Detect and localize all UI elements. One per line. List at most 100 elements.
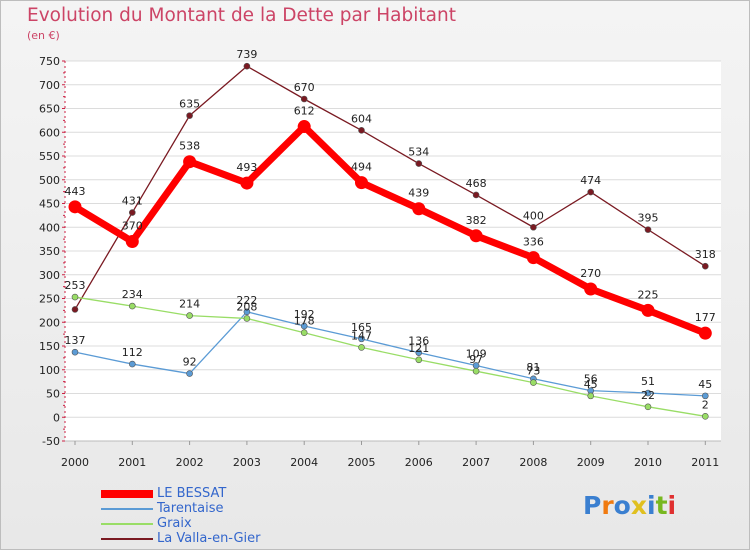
data-point-le-bessat (698, 326, 712, 340)
data-label-tarentaise: 165 (351, 321, 372, 334)
data-label-la-valla-en-gier: 739 (236, 48, 257, 61)
logo-letter: i (647, 491, 656, 520)
data-point-graix (300, 329, 308, 337)
data-point-le-bessat (240, 176, 254, 190)
data-label-le-bessat: 493 (236, 161, 257, 174)
data-label-graix: 97 (469, 353, 483, 366)
data-point-graix (186, 312, 193, 319)
data-label-la-valla-en-gier: 534 (408, 146, 429, 159)
data-point-graix (71, 293, 79, 301)
data-point-tarentaise (644, 389, 652, 397)
x-tick-label: 2003 (233, 456, 261, 469)
data-point-la-valla-en-gier (472, 191, 480, 199)
x-tick-label: 2010 (634, 456, 662, 469)
data-point-graix (530, 379, 537, 386)
data-label-graix: 2 (702, 398, 709, 411)
x-tick-label: 2002 (176, 456, 204, 469)
y-tick-label: 350 (39, 245, 60, 258)
y-tick-label: 450 (39, 198, 60, 211)
data-label-le-bessat: 225 (638, 288, 659, 301)
x-tick-label: 2001 (118, 456, 146, 469)
legend-label: Tarentaise (157, 501, 224, 516)
logo-letter: o (613, 491, 631, 520)
data-label-graix: 234 (122, 288, 143, 301)
x-tick-label: 2007 (462, 456, 490, 469)
logo-letter: P (583, 491, 602, 520)
series-line-le-bessat (71, 123, 709, 337)
y-tick-label: 650 (39, 103, 60, 116)
data-point-la-valla-en-gier (358, 127, 365, 134)
data-label-le-bessat: 370 (122, 220, 143, 233)
data-label-le-bessat: 270 (580, 267, 601, 280)
y-tick-label: 100 (39, 364, 60, 377)
data-label-tarentaise: 112 (122, 346, 143, 359)
data-point-le-bessat (125, 235, 139, 248)
data-point-tarentaise (358, 335, 365, 343)
data-point-tarentaise (415, 349, 423, 356)
y-tick-label: 550 (39, 150, 60, 163)
series-layer (68, 62, 712, 420)
legend-swatch (101, 489, 153, 498)
data-point-graix (701, 412, 709, 420)
data-label-le-bessat: 443 (65, 185, 86, 198)
data-label-tarentaise: 137 (65, 334, 86, 347)
data-label-la-valla-en-gier: 604 (351, 112, 372, 125)
x-tick-label: 2008 (519, 456, 547, 469)
data-point-la-valla-en-gier (71, 306, 79, 313)
data-label-graix: 208 (236, 300, 257, 313)
data-point-tarentaise (300, 322, 308, 330)
data-label-graix: 73 (526, 365, 540, 378)
legend-label: Graix (157, 516, 192, 531)
data-point-la-valla-en-gier (129, 209, 136, 216)
grid-layer (65, 60, 721, 442)
data-label-la-valla-en-gier: 318 (695, 248, 716, 261)
data-point-tarentaise (701, 392, 709, 400)
data-label-tarentaise: 81 (526, 361, 540, 374)
data-label-graix: 178 (294, 315, 315, 328)
data-label-le-bessat: 494 (351, 161, 372, 174)
y-tick-label: 600 (39, 126, 60, 139)
data-point-graix (358, 344, 365, 351)
label-layer: 431 635 739 670 604 534 468 400 474 395 318 137 112 9… (65, 48, 716, 411)
y-tick-label: 150 (39, 340, 60, 353)
data-label-la-valla-en-gier: 400 (523, 209, 544, 222)
data-point-le-bessat (183, 155, 197, 169)
data-point-le-bessat (412, 202, 426, 216)
data-label-tarentaise: 109 (466, 347, 487, 360)
data-label-la-valla-en-gier: 468 (466, 177, 487, 190)
data-point-la-valla-en-gier (186, 112, 193, 119)
data-label-graix: 45 (584, 378, 598, 391)
legend-swatch (101, 537, 153, 540)
x-tick-label: 2000 (61, 456, 89, 469)
data-point-la-valla-en-gier (701, 262, 709, 270)
data-label-tarentaise: 192 (294, 308, 315, 321)
series-line-tarentaise (74, 311, 706, 397)
y-tick-label: 500 (39, 174, 60, 187)
data-point-graix (472, 367, 480, 375)
data-label-la-valla-en-gier: 431 (122, 195, 143, 208)
data-point-tarentaise (129, 360, 136, 368)
logo-letter: r (601, 491, 614, 520)
logo-letter: t (655, 491, 668, 520)
legend-label: La Valla-en-Gier (157, 531, 261, 546)
data-point-graix (644, 403, 652, 411)
proxiti-logo: Proxiti (583, 491, 676, 520)
data-label-graix: 253 (65, 279, 86, 292)
data-point-la-valla-en-gier (587, 188, 595, 196)
legend-swatch (101, 522, 153, 525)
legend-label: LE BESSAT (157, 486, 227, 501)
x-tick-label: 2011 (691, 456, 719, 469)
data-label-tarentaise: 222 (236, 294, 257, 307)
logo-letter: i (667, 491, 677, 520)
series-line-la-valla-en-gier (74, 65, 706, 311)
x-tick-label: 2009 (577, 456, 605, 469)
data-point-le-bessat (641, 303, 655, 317)
chart-legend: LE BESSAT Tarentaise Graix La Valla-en-Gier (101, 486, 261, 546)
data-label-graix: 22 (641, 389, 655, 402)
y-tick-label: 700 (39, 79, 60, 92)
data-label-le-bessat: 612 (294, 105, 315, 118)
data-label-la-valla-en-gier: 474 (580, 174, 601, 187)
data-label-tarentaise: 51 (641, 375, 655, 388)
chart-title: Evolution du Montant de la Dette par Hab… (27, 5, 456, 26)
legend-item: LE BESSAT (101, 486, 261, 501)
